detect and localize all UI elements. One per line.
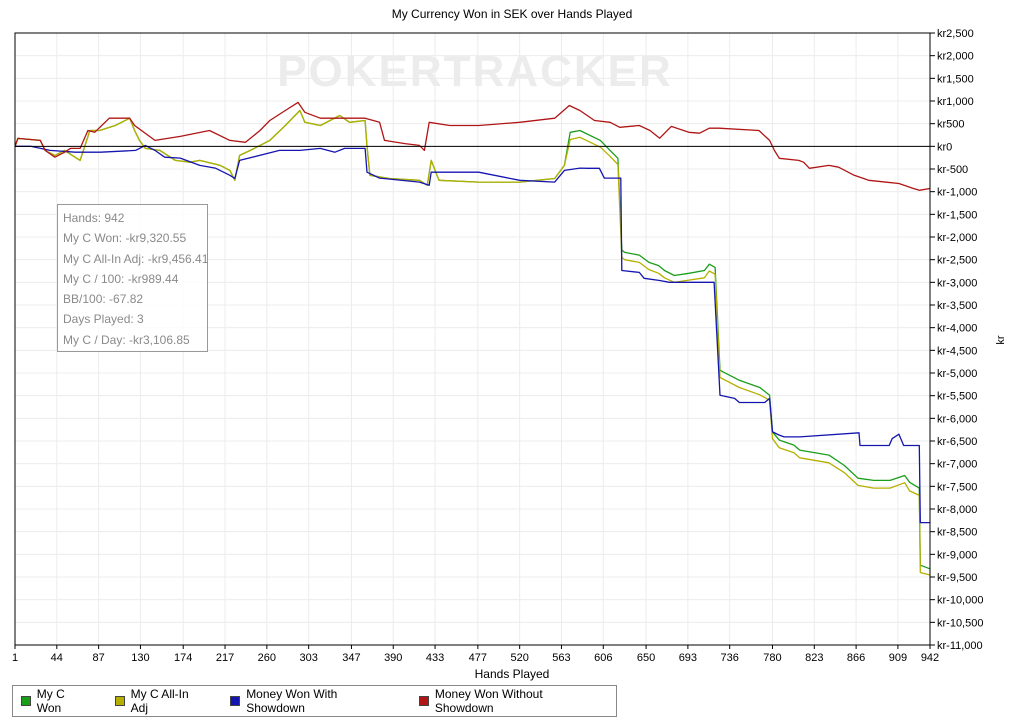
watermark-logo: POKERTRACKER xyxy=(277,47,673,96)
y-tick-label: kr-500 xyxy=(937,164,968,176)
x-tick-label: 130 xyxy=(131,652,149,664)
x-tick-label: 347 xyxy=(342,652,360,664)
x-tick-label: 174 xyxy=(174,652,192,664)
y-tick-label: kr-9,000 xyxy=(937,549,977,561)
y-tick-label: kr-2,500 xyxy=(937,255,977,267)
x-tick-label: 87 xyxy=(92,652,104,664)
y-tick-label: kr-3,500 xyxy=(937,300,977,312)
y-tick-label: kr-4,000 xyxy=(937,323,977,335)
stat-bb-100: BB/100: -67.82 xyxy=(63,292,144,307)
y-tick-label: kr-9,500 xyxy=(937,572,977,584)
legend-label: Money Won With Showdown xyxy=(246,687,338,715)
x-axis-label: Hands Played xyxy=(475,667,550,681)
plot-border xyxy=(14,32,931,646)
y-tick-label: kr-7,500 xyxy=(937,481,977,493)
x-tick-label: 736 xyxy=(721,652,739,664)
x-tick-label: 260 xyxy=(258,652,276,664)
y-tick-label: kr2,000 xyxy=(937,51,974,63)
y-tick-label: kr-3,000 xyxy=(937,277,977,289)
y-tick-label: kr-11,000 xyxy=(937,640,983,652)
y-tick-label: kr2,500 xyxy=(937,28,974,40)
legend-swatch xyxy=(230,696,241,706)
series-group xyxy=(14,101,931,576)
stats-box: Hands: 942 My C Won: -kr9,320.55 My C Al… xyxy=(57,204,208,352)
x-tick-label: 650 xyxy=(637,652,655,664)
x-tick-label: 390 xyxy=(384,652,402,664)
y-tick-label: kr-1,000 xyxy=(937,187,977,199)
series-line-money-won-with-showdown xyxy=(15,144,930,524)
legend-item-without-showdown[interactable]: Money Won Without Showdown xyxy=(419,687,600,715)
x-tick-label: 866 xyxy=(847,652,865,664)
x-tick-label: 780 xyxy=(763,652,781,664)
x-tick-label: 563 xyxy=(552,652,570,664)
legend-item-with-showdown[interactable]: Money Won With Showdown xyxy=(230,687,395,715)
y-tick-label: kr-1,500 xyxy=(937,209,977,221)
legend: My C Won My C All-In Adj Money Won With … xyxy=(12,685,617,717)
y-tick-label: kr500 xyxy=(937,119,965,131)
x-tick-label: 520 xyxy=(510,652,528,664)
legend-swatch xyxy=(419,696,429,706)
y-tick-label: kr-10,000 xyxy=(937,595,983,607)
chart-title: My Currency Won in SEK over Hands Played xyxy=(392,7,633,21)
y-tick-label: kr-10,500 xyxy=(937,617,983,629)
y-tick-label: kr-6,000 xyxy=(937,413,977,425)
stat-allin-adj: My C All-In Adj: -kr9,456.41 xyxy=(63,251,209,266)
x-tick-label: 217 xyxy=(216,652,234,664)
legend-label: My C All-In Adj xyxy=(130,687,189,715)
y-tick-label: kr1,500 xyxy=(937,73,974,85)
y-tick-label: kr-2,000 xyxy=(937,232,977,244)
x-tick-label: 477 xyxy=(469,652,487,664)
y-tick-label: kr-4,500 xyxy=(937,345,977,357)
legend-label: My C Won xyxy=(36,687,65,715)
x-tick-label: 942 xyxy=(921,652,939,664)
y-tick-label: kr-7,000 xyxy=(937,459,977,471)
y-tick-label: kr-8,000 xyxy=(937,504,977,516)
y-tick-label: kr-8,500 xyxy=(937,527,977,539)
x-tick-label: 909 xyxy=(889,652,907,664)
legend-item-all-in-adj[interactable]: My C All-In Adj xyxy=(114,687,207,715)
y-axis-label: kr xyxy=(995,335,1007,345)
y-tick-label: kr-5,000 xyxy=(937,368,977,380)
x-tick-label: 1 xyxy=(12,652,18,664)
y-tick-label: kr1,000 xyxy=(937,96,974,108)
stat-won: My C Won: -kr9,320.55 xyxy=(63,231,187,246)
legend-swatch xyxy=(21,696,31,706)
stat-hands: Hands: 942 xyxy=(63,211,125,225)
x-tick-label: 823 xyxy=(805,652,823,664)
axes: kr2,500 kr2,000 kr1,500 kr1,000 kr500 kr0 kr-5… xyxy=(12,28,984,664)
legend-item-my-c-won[interactable]: My C Won xyxy=(21,687,91,715)
x-tick-label: 44 xyxy=(51,652,63,664)
y-tick-label: kr-6,500 xyxy=(937,436,977,448)
y-tick-label: kr-5,500 xyxy=(937,391,977,403)
stat-days: Days Played: 3 xyxy=(63,312,144,327)
legend-swatch xyxy=(114,696,125,706)
x-tick-label: 303 xyxy=(299,652,317,664)
legend-label: Money Won Without Showdown xyxy=(434,687,543,715)
x-tick-label: 693 xyxy=(679,652,697,664)
x-tick-label: 606 xyxy=(594,652,612,664)
series-line-money-won-without-showdown xyxy=(14,101,931,191)
stat-per-day: My C / Day: -kr3,106.85 xyxy=(63,332,190,347)
y-tick-label: kr0 xyxy=(937,141,952,153)
x-tick-label: 433 xyxy=(426,652,444,664)
stat-per-100: My C / 100: -kr989.44 xyxy=(63,271,179,286)
